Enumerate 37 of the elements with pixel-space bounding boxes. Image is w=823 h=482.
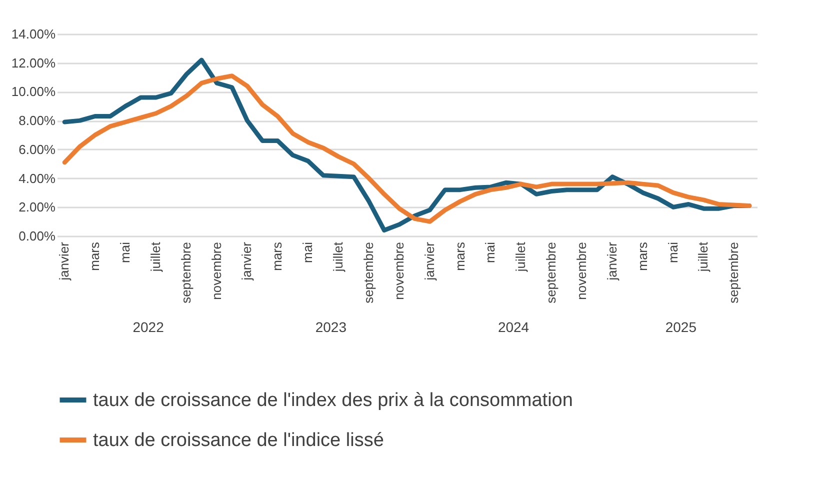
y-tick-label: 6.00% (18, 142, 56, 157)
x-tick-label: septembre (544, 242, 559, 304)
legend-label: taux de croissance de l'index des prix à la consommation (93, 390, 573, 411)
x-tick-label: novembre (391, 242, 406, 300)
x-tick-label: mars (87, 242, 102, 271)
x-tick-label: mars (634, 242, 650, 271)
x-tick-label: janvier (422, 241, 437, 282)
text: 2024 (498, 319, 530, 335)
x-tick-label: mars (452, 242, 468, 271)
x-tick-label: mai (117, 242, 132, 263)
x-tick-label: juillet (148, 242, 163, 273)
x-tick-label: janvier (239, 241, 254, 282)
text: 2022 (132, 319, 164, 335)
x-tick-label: juillet (696, 242, 711, 273)
x-tick-label: septembre (360, 242, 376, 304)
y-tick-label: 12.00% (11, 55, 56, 70)
x-tick-label: mars (270, 242, 285, 271)
x-tick-label: novembre (574, 242, 589, 300)
x-tick-label: septembre (726, 242, 742, 304)
x-tick-label: mai (665, 242, 680, 263)
x-tick-label: juillet (513, 242, 528, 273)
x-tick-label: septembre (178, 242, 194, 304)
y-tick-label: 8.00% (18, 113, 56, 128)
y-tick-label: 14.00% (11, 26, 56, 42)
y-tick-label: 0.00% (18, 228, 56, 244)
x-tick-label: janvier (604, 241, 620, 282)
text: 2023 (315, 319, 347, 335)
x-tick-label: juillet (330, 242, 346, 273)
text: 2025 (665, 319, 697, 335)
x-tick-label: janvier (56, 241, 72, 282)
x-tick-label: mai (300, 242, 316, 263)
y-tick-label: 4.00% (18, 170, 56, 186)
x-tick-label: novembre (208, 242, 224, 300)
y-tick-label: 2.00% (18, 200, 56, 215)
x-tick-label: mai (482, 242, 498, 263)
y-tick-label: 10.00% (11, 84, 56, 100)
legend-label: taux de croissance de l'indice lissé (93, 430, 384, 451)
